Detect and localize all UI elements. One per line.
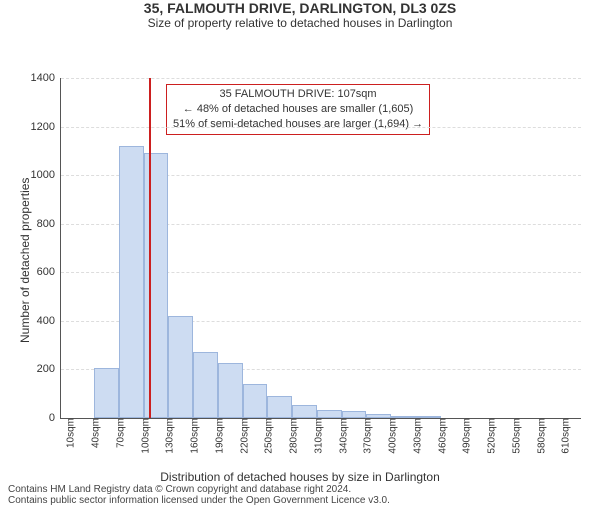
x-tick: 430sqm <box>408 418 423 454</box>
x-tick: 340sqm <box>334 418 349 454</box>
bar <box>168 316 193 418</box>
bar <box>94 368 119 418</box>
bar <box>218 363 243 418</box>
page-title: 35, FALMOUTH DRIVE, DARLINGTON, DL3 0ZS <box>0 0 600 16</box>
property-marker-line <box>149 78 151 418</box>
x-tick: 160sqm <box>186 418 201 454</box>
y-tick: 400 <box>37 315 61 327</box>
footer-line-1: Contains HM Land Registry data © Crown c… <box>8 484 600 495</box>
grid-line <box>61 78 581 79</box>
x-tick: 280sqm <box>285 418 300 454</box>
x-tick: 250sqm <box>260 418 275 454</box>
callout-line-3: 51% of semi-detached houses are larger (… <box>173 117 423 132</box>
x-tick: 190sqm <box>210 418 225 454</box>
bar <box>317 410 342 419</box>
x-tick: 370sqm <box>359 418 374 454</box>
y-tick: 200 <box>37 363 61 375</box>
y-tick: 1400 <box>31 72 61 84</box>
callout-line-1: 35 FALMOUTH DRIVE: 107sqm <box>173 87 423 102</box>
footer: Contains HM Land Registry data © Crown c… <box>0 484 600 506</box>
x-tick: 40sqm <box>87 418 102 448</box>
plot-area: 35 FALMOUTH DRIVE: 107sqm ← 48% of detac… <box>60 78 581 419</box>
x-tick: 490sqm <box>458 418 473 454</box>
chart-container: Number of detached properties 35 FALMOUT… <box>0 30 600 468</box>
x-tick: 220sqm <box>235 418 250 454</box>
bar <box>243 384 268 418</box>
bar <box>342 411 367 418</box>
x-axis-label: Distribution of detached houses by size … <box>0 470 600 484</box>
x-tick: 400sqm <box>384 418 399 454</box>
y-tick: 1200 <box>31 121 61 133</box>
bar <box>292 405 317 418</box>
callout-line-2: ← 48% of detached houses are smaller (1,… <box>173 102 423 117</box>
x-tick: 460sqm <box>433 418 448 454</box>
x-tick: 520sqm <box>483 418 498 454</box>
bar <box>144 153 169 418</box>
y-tick: 600 <box>37 266 61 278</box>
x-tick: 10sqm <box>62 418 77 448</box>
y-tick: 1000 <box>31 169 61 181</box>
x-tick: 550sqm <box>507 418 522 454</box>
x-tick: 310sqm <box>309 418 324 454</box>
x-tick: 100sqm <box>136 418 151 454</box>
y-tick: 0 <box>49 412 61 424</box>
grid-line <box>61 127 581 128</box>
y-axis-label: Number of detached properties <box>18 178 32 343</box>
x-tick: 130sqm <box>161 418 176 454</box>
y-tick: 800 <box>37 218 61 230</box>
bar <box>267 396 292 418</box>
x-tick: 610sqm <box>557 418 572 454</box>
bar <box>193 352 218 418</box>
page-subtitle: Size of property relative to detached ho… <box>0 16 600 30</box>
x-tick: 70sqm <box>111 418 126 448</box>
bar <box>119 146 144 418</box>
x-tick: 580sqm <box>532 418 547 454</box>
footer-line-2: Contains public sector information licen… <box>8 495 600 506</box>
